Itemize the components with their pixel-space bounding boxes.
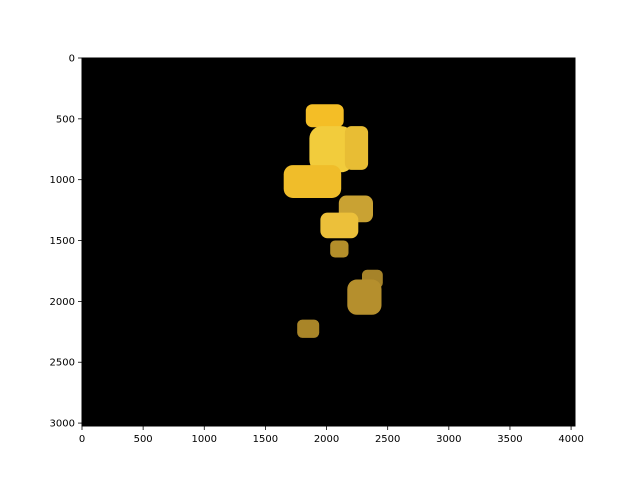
y-axis: 0 500 1000 1500 2000 2500 3000: [50, 54, 82, 430]
data-region-6: [320, 212, 359, 239]
y-tick-label: 500: [56, 114, 75, 125]
x-tick-label: 2000: [314, 434, 339, 445]
x-axis: 0 500 1000 1500 2000 2500 3000 3500 4000: [79, 426, 584, 445]
plot-frame: [81, 57, 576, 427]
y-tick-label: 3000: [50, 419, 75, 430]
x-tick-label: 2500: [375, 434, 400, 445]
x-tick-label: 3500: [497, 434, 522, 445]
y-tick-label: 2000: [50, 297, 75, 308]
data-regions: [283, 104, 383, 338]
x-tick-label: 1000: [192, 434, 217, 445]
data-region-3: [344, 126, 369, 170]
x-tick-label: 4000: [558, 434, 583, 445]
data-region-7: [330, 240, 349, 258]
data-region-1: [305, 104, 344, 128]
x-tick-label: 3000: [436, 434, 461, 445]
data-region-4: [283, 165, 342, 198]
data-region-2: [309, 126, 354, 173]
data-region-10: [297, 319, 320, 338]
x-tick-label: 500: [134, 434, 153, 445]
y-tick-label: 0: [69, 54, 75, 65]
y-tick-label: 1000: [50, 175, 75, 186]
y-tick-label: 1500: [50, 236, 75, 247]
y-tick-label: 2500: [50, 358, 75, 369]
data-region-9: [347, 279, 382, 315]
x-tick-label: 1500: [253, 434, 278, 445]
x-tick-label: 0: [79, 434, 85, 445]
